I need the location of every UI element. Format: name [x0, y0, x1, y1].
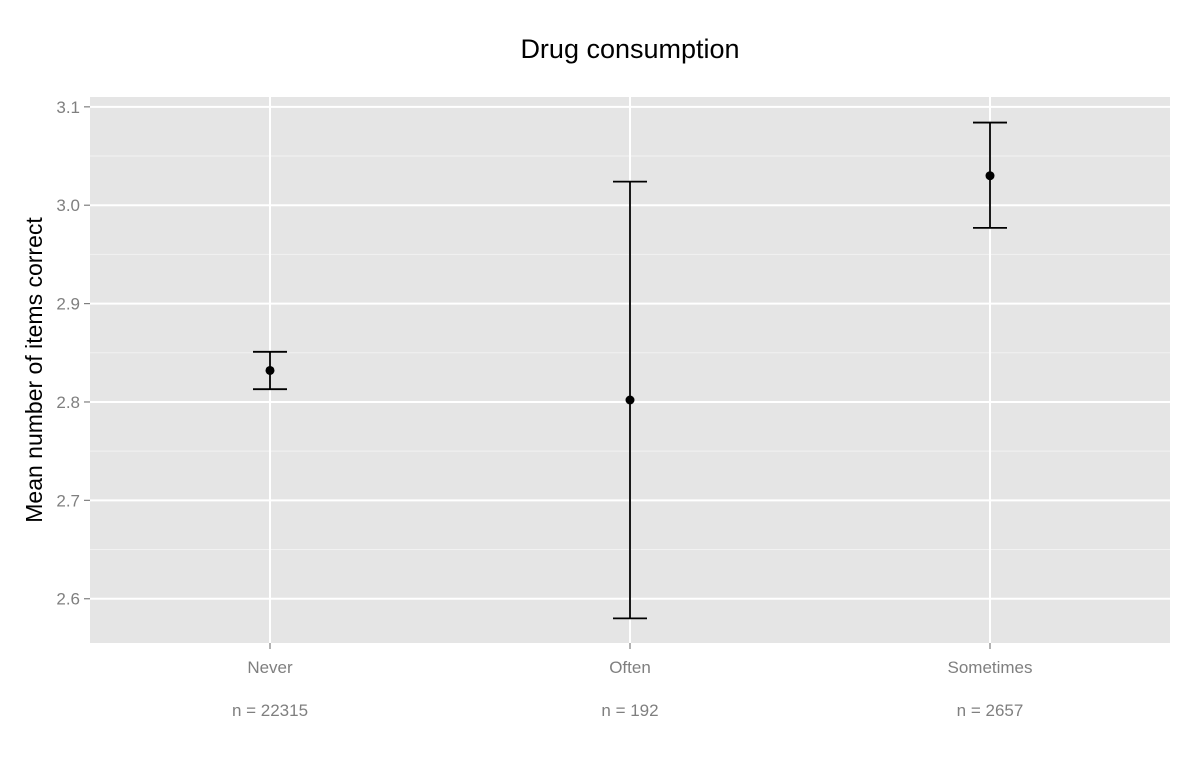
y-tick-label: 3.0 [56, 196, 80, 215]
data-marks [253, 121, 1007, 620]
mean-point [985, 171, 995, 181]
y-axis-label: Mean number of items correct [21, 217, 47, 523]
sample-size-label: n = 192 [601, 701, 658, 720]
y-tick-label: 2.8 [56, 393, 80, 412]
mean-point [625, 395, 635, 405]
y-tick-label: 2.7 [56, 491, 80, 510]
x-axis: Never n = 22315 Often n = 192 Sometimes n = 2… [232, 643, 1033, 720]
chart-title: Drug consumption [520, 34, 739, 64]
x-tick-label: Never [247, 658, 293, 677]
y-tick-label: 3.1 [56, 98, 80, 117]
sample-size-label: n = 2657 [957, 701, 1024, 720]
y-tick-label: 2.6 [56, 590, 80, 609]
sample-size-label: n = 22315 [232, 701, 308, 720]
y-axis: 2.6 2.7 2.8 2.9 3.0 3.1 [56, 98, 90, 609]
mean-point [265, 365, 275, 375]
x-tick-label: Often [609, 658, 651, 677]
x-tick-label: Sometimes [947, 658, 1032, 677]
y-tick-label: 2.9 [56, 295, 80, 314]
